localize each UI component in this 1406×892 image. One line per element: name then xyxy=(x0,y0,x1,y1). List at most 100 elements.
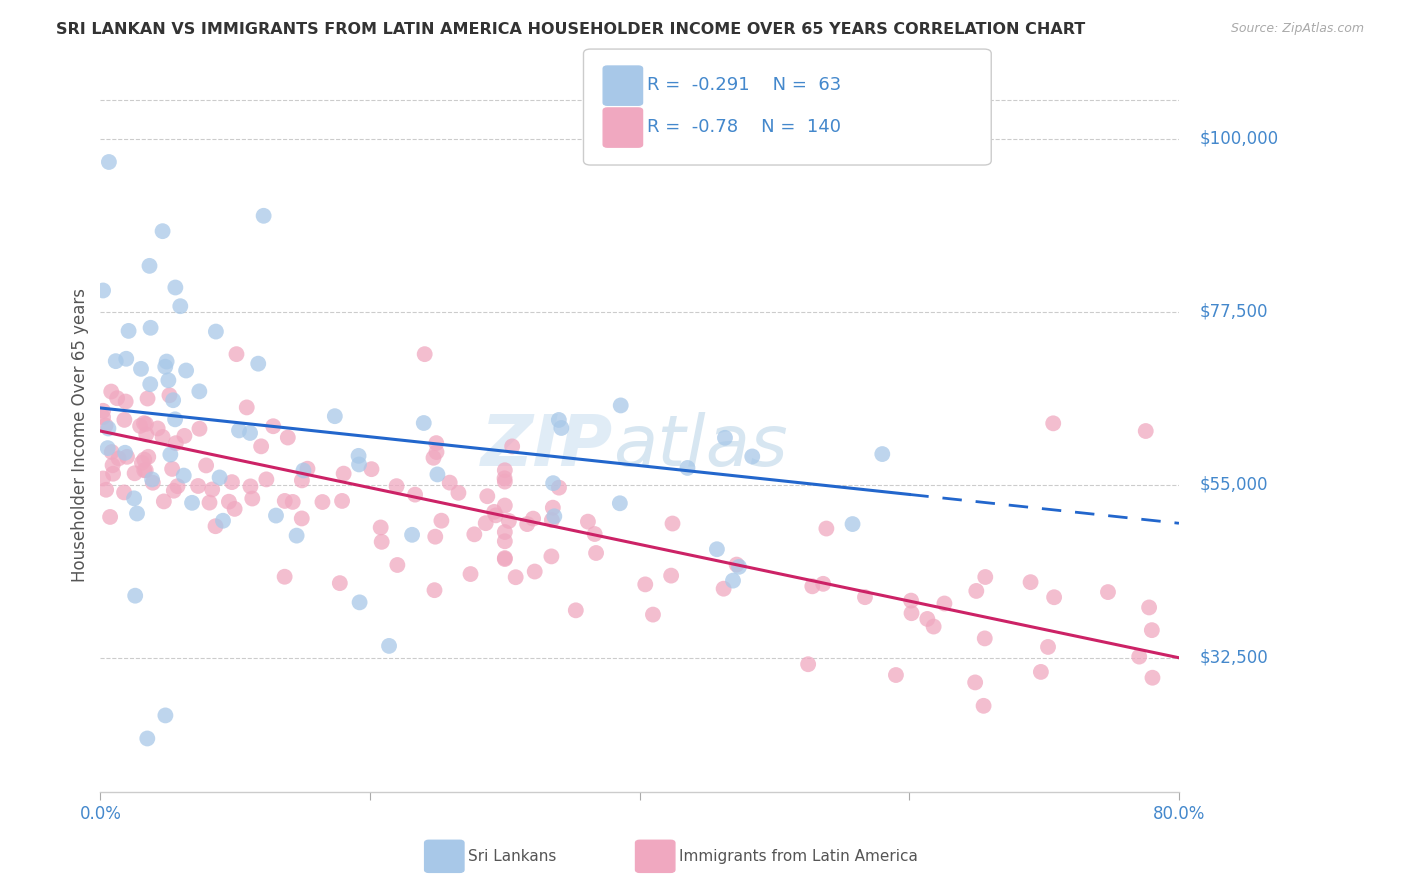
Point xyxy=(201,483,224,497)
Point xyxy=(264,508,287,523)
Point xyxy=(195,458,218,473)
Point xyxy=(157,373,180,387)
Point xyxy=(152,224,174,238)
Point xyxy=(281,495,304,509)
Point xyxy=(274,494,297,508)
Point xyxy=(277,431,299,445)
Point xyxy=(94,483,117,497)
Point xyxy=(228,424,250,438)
Point xyxy=(332,467,354,481)
Point xyxy=(153,494,176,508)
Point xyxy=(661,516,683,531)
Point xyxy=(91,471,114,485)
Point xyxy=(370,534,392,549)
Point xyxy=(169,299,191,313)
Point xyxy=(494,499,516,513)
Point xyxy=(801,579,824,593)
Point xyxy=(101,458,124,473)
Point xyxy=(162,393,184,408)
Point xyxy=(100,445,122,459)
Point xyxy=(115,450,138,464)
Point xyxy=(676,461,699,475)
Point xyxy=(292,463,315,477)
Point xyxy=(1128,649,1150,664)
Point xyxy=(1142,671,1164,685)
Point xyxy=(477,489,499,503)
Point xyxy=(413,347,436,361)
Point xyxy=(1019,575,1042,590)
Point xyxy=(240,491,263,506)
Point xyxy=(447,486,470,500)
Text: $77,500: $77,500 xyxy=(1199,303,1268,321)
Point xyxy=(132,416,155,430)
Point xyxy=(494,552,516,566)
Point xyxy=(97,421,120,435)
Point xyxy=(741,450,763,464)
Point xyxy=(297,461,319,475)
Point xyxy=(706,542,728,557)
Point xyxy=(235,401,257,415)
Point xyxy=(494,471,516,485)
Point xyxy=(98,510,121,524)
Point xyxy=(107,451,129,466)
Point xyxy=(425,530,447,544)
Point xyxy=(122,491,145,506)
Point xyxy=(523,565,546,579)
Point xyxy=(173,468,195,483)
Point xyxy=(430,514,453,528)
Point xyxy=(165,412,187,426)
Point xyxy=(97,441,120,455)
Point xyxy=(155,359,177,374)
Point xyxy=(370,520,392,534)
Text: $32,500: $32,500 xyxy=(1199,648,1268,667)
Point xyxy=(135,427,157,442)
Text: R =  -0.78    N =  140: R = -0.78 N = 140 xyxy=(647,118,841,136)
Point xyxy=(347,449,370,463)
Point xyxy=(156,354,179,368)
Point xyxy=(1036,640,1059,654)
Point xyxy=(541,476,564,491)
Point xyxy=(494,475,516,489)
Point xyxy=(973,632,995,646)
Point xyxy=(725,558,748,572)
Point xyxy=(91,410,114,425)
Point xyxy=(94,418,117,433)
Point xyxy=(425,436,447,450)
Point xyxy=(385,479,408,493)
Point xyxy=(97,155,120,169)
Point xyxy=(198,495,221,509)
Point xyxy=(166,479,188,493)
Point xyxy=(114,394,136,409)
Point xyxy=(291,474,314,488)
Point xyxy=(422,450,444,465)
Point xyxy=(583,527,606,541)
Point xyxy=(609,399,631,413)
Point xyxy=(165,436,187,450)
Point xyxy=(146,421,169,435)
Point xyxy=(1140,623,1163,637)
Point xyxy=(135,417,157,431)
Point xyxy=(349,595,371,609)
Point xyxy=(494,534,516,549)
Point xyxy=(815,522,838,536)
Point xyxy=(225,347,247,361)
Point xyxy=(273,570,295,584)
Point xyxy=(641,607,664,622)
Point xyxy=(112,485,135,500)
Point xyxy=(114,446,136,460)
Point xyxy=(159,388,181,402)
Point xyxy=(142,475,165,490)
Point xyxy=(129,362,152,376)
Point xyxy=(152,430,174,444)
Point xyxy=(104,354,127,368)
Point xyxy=(505,570,527,584)
Point xyxy=(540,549,562,564)
Point xyxy=(922,619,945,633)
Text: R =  -0.291    N =  63: R = -0.291 N = 63 xyxy=(647,76,841,94)
Point xyxy=(498,514,520,528)
Point xyxy=(1097,585,1119,599)
Point xyxy=(797,657,820,672)
Point xyxy=(105,391,128,405)
Text: $55,000: $55,000 xyxy=(1199,475,1268,494)
Point xyxy=(974,570,997,584)
